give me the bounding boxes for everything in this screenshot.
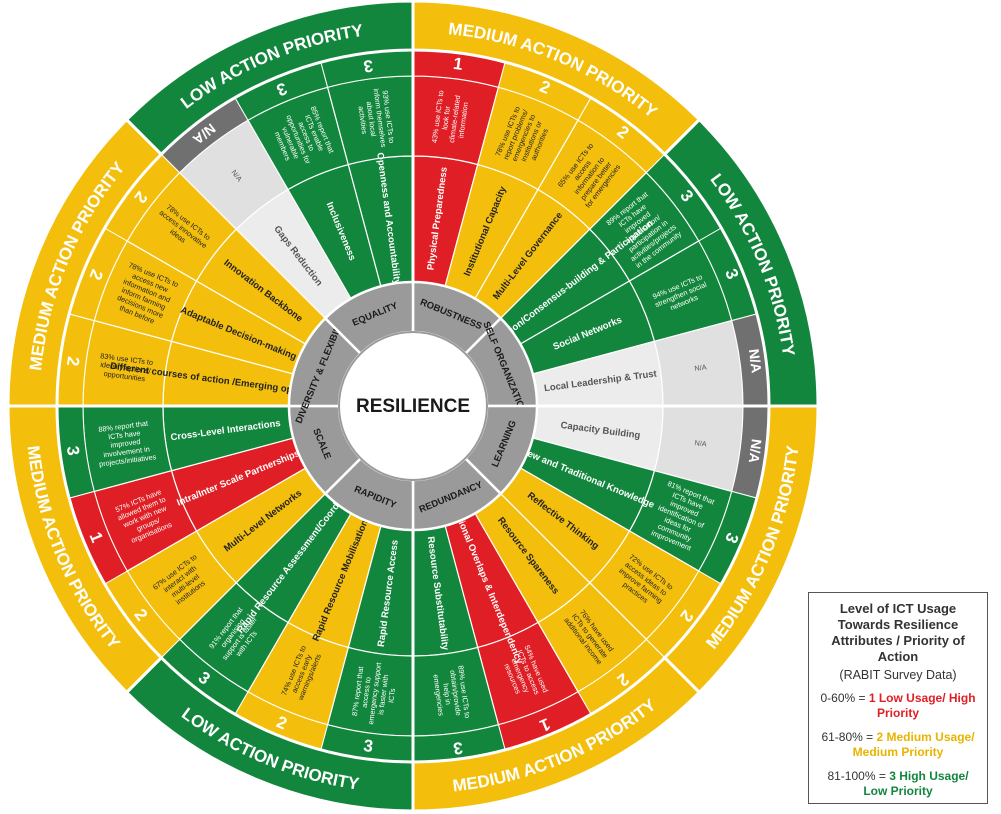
legend-subtitle: (RABIT Survey Data)	[839, 668, 957, 682]
legend-row-low-usage: 0-60% = 1 Low Usage/ High Priority	[815, 691, 981, 721]
legend-range: 0-60% =	[820, 691, 866, 705]
segment-result: N/A	[694, 438, 707, 449]
segment-result: 89% report thatICTs haveimprovedorganisa…	[602, 188, 683, 270]
segments	[56, 49, 770, 763]
legend-label: 2 Medium Usage/ Medium Priority	[852, 730, 975, 759]
center-circle	[338, 331, 488, 481]
legend-title: Level of ICT Usage Towards Resilience At…	[831, 601, 965, 664]
legend-row-high-usage: 81-100% = 3 High Usage/ Low Priority	[815, 769, 981, 799]
segment-priority-number: 3	[63, 445, 83, 457]
segment-priority-number: 3	[362, 56, 374, 76]
segment-priority-number: 3	[452, 738, 464, 758]
legend-label: 3 High Usage/ Low Priority	[863, 769, 969, 798]
segment-priority-number: N/A	[746, 348, 765, 374]
segment-priority-number: 2	[63, 355, 83, 367]
legend-row-medium-usage: 61-80% = 2 Medium Usage/ Medium Priority	[815, 730, 981, 760]
segment-result: 89% use ICTs toobtain/providehelp inemer…	[431, 665, 472, 722]
legend-range: 81-100% =	[827, 769, 886, 783]
legend: Level of ICT Usage Towards Resilience At…	[808, 592, 988, 804]
center-title: RESILIENCE	[356, 396, 470, 417]
segment-result: 88% report thatICTs haveimprovedinvolvem…	[94, 418, 157, 469]
legend-range: 61-80% =	[821, 730, 874, 744]
legend-label: 1 Low Usage/ High Priority	[868, 691, 976, 720]
segment-priority-number: N/A	[746, 438, 765, 464]
segment-priority-number: 1	[452, 54, 464, 74]
segment-priority-number: 3	[362, 736, 374, 756]
segment-result: N/A	[694, 362, 707, 373]
